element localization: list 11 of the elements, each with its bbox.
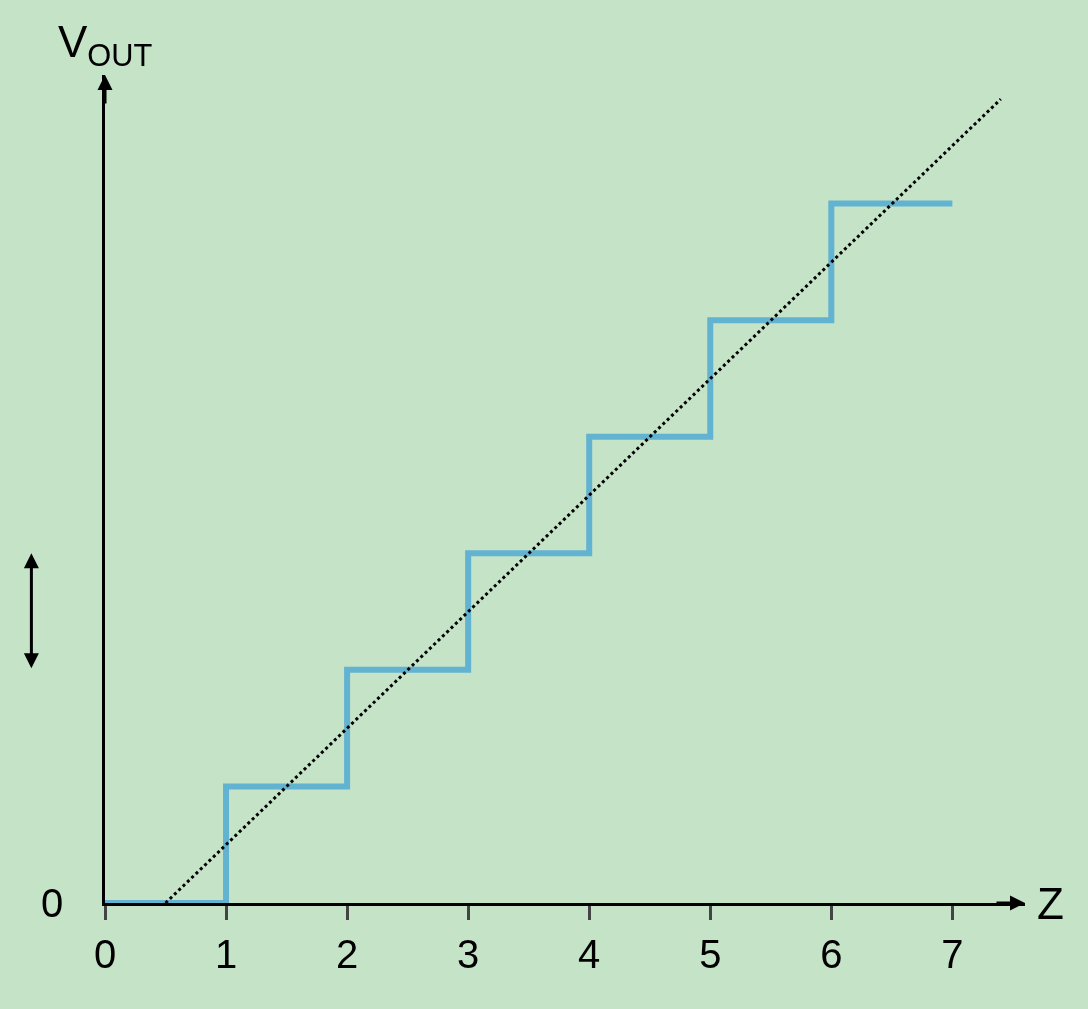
text: 0 <box>41 881 64 925</box>
y-axis-title: V$_{OUT}$ <box>58 17 153 74</box>
x-axis-title: Z <box>1037 879 1064 928</box>
x-tick-label: 0 <box>93 932 117 976</box>
x-tick-label: 3 <box>457 932 480 976</box>
x-tick-label: 6 <box>820 932 843 976</box>
x-tick-label: 1 <box>214 932 238 976</box>
x-tick-label: 2 <box>335 932 359 976</box>
x-tick-label: 5 <box>699 932 722 976</box>
x-tick-label: 4 <box>578 932 601 976</box>
x-tick-label: 7 <box>941 932 964 976</box>
